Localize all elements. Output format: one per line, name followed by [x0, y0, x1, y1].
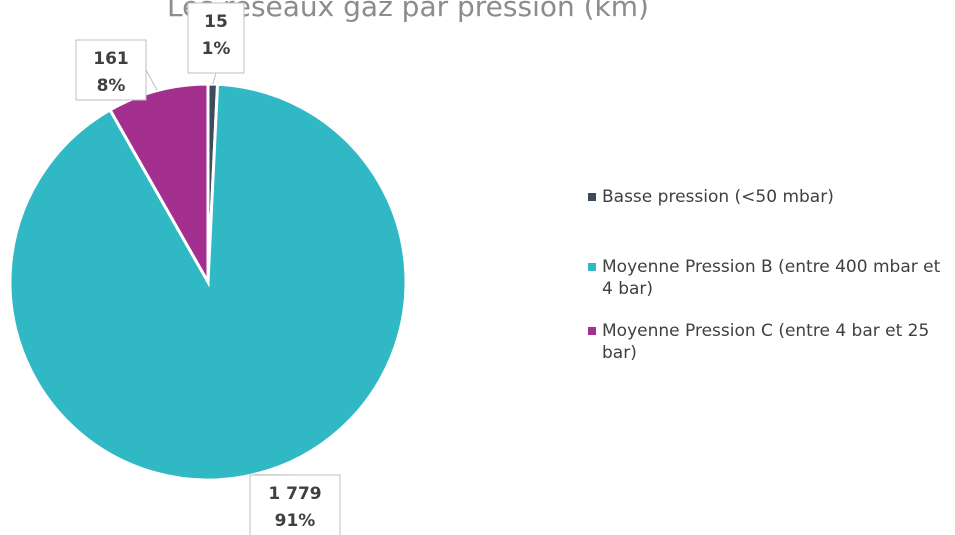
legend-item: Moyenne Pression C (entre 4 bar et 25 ba…: [588, 320, 948, 364]
legend-item: Basse pression (<50 mbar): [588, 186, 948, 208]
percent-label: 1%: [202, 39, 231, 59]
label-box: [75, 39, 147, 101]
label-box: [187, 2, 245, 74]
legend-swatch: [588, 193, 596, 201]
value-label: 1 779: [268, 484, 321, 504]
legend-item: Moyenne Pression B (entre 400 mbar et 4 …: [588, 256, 948, 300]
legend-label: Moyenne Pression C (entre 4 bar et 25 ba…: [602, 321, 930, 363]
leader-line: [145, 69, 158, 91]
legend-swatch: [588, 263, 596, 271]
label-box: [249, 474, 341, 535]
percent-label: 8%: [97, 76, 126, 96]
value-label: 161: [93, 49, 129, 69]
legend-label: Basse pression (<50 mbar): [602, 187, 834, 207]
value-label: 15: [204, 12, 228, 32]
chart-title: Les réseaux gaz par pression (km): [167, 0, 649, 23]
percent-label: 91%: [275, 511, 316, 531]
legend-swatch: [588, 327, 596, 335]
legend-label: Moyenne Pression B (entre 400 mbar et 4 …: [602, 257, 941, 299]
pie-slice: [108, 82, 210, 288]
leader-line: [212, 72, 217, 85]
